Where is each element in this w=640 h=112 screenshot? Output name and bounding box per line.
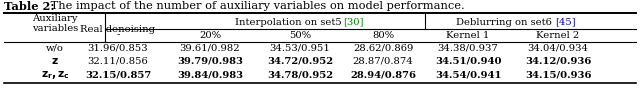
Text: 20%: 20% [199,30,221,40]
Text: Kernel 1: Kernel 1 [446,30,490,40]
Text: 28.62/0.869: 28.62/0.869 [353,43,413,53]
Text: Kernel 2: Kernel 2 [536,30,580,40]
Text: 80%: 80% [372,30,394,40]
Text: Real denoising: Real denoising [81,25,156,34]
Text: 34.04/0.934: 34.04/0.934 [527,43,589,53]
Text: 28.94/0.876: 28.94/0.876 [350,70,416,80]
Text: variables: variables [32,24,78,32]
Text: 32.15/0.857: 32.15/0.857 [85,70,151,80]
Text: 34.12/0.936: 34.12/0.936 [525,56,591,66]
Text: [45]: [45] [555,17,575,27]
Text: 34.51/0.940: 34.51/0.940 [435,56,501,66]
Text: 34.78/0.952: 34.78/0.952 [267,70,333,80]
Text: -: - [116,30,120,40]
Text: 39.61/0.982: 39.61/0.982 [180,43,240,53]
Text: [30]: [30] [344,17,364,27]
Text: Table 2:: Table 2: [4,0,54,12]
Text: 34.38/0.937: 34.38/0.937 [438,43,499,53]
Text: 34.15/0.936: 34.15/0.936 [525,70,591,80]
Text: 34.53/0.951: 34.53/0.951 [269,43,330,53]
Text: 28.87/0.874: 28.87/0.874 [353,56,413,66]
Text: $\mathbf{z_r, z_c}$: $\mathbf{z_r, z_c}$ [41,69,69,81]
Text: Interpolation on set5: Interpolation on set5 [235,17,344,27]
Text: 34.54/0.941: 34.54/0.941 [435,70,501,80]
Text: 32.11/0.856: 32.11/0.856 [88,56,148,66]
Text: $\mathbf{z}$: $\mathbf{z}$ [51,56,59,66]
Text: w/o: w/o [46,43,64,53]
Text: Deblurring on set6: Deblurring on set6 [456,17,554,27]
Text: Auxiliary: Auxiliary [32,14,77,23]
Text: 39.79/0.983: 39.79/0.983 [177,56,243,66]
Text: The impact of the number of auxiliary variables on model performance.: The impact of the number of auxiliary va… [47,1,465,11]
Text: 50%: 50% [289,30,311,40]
Text: 39.84/0.983: 39.84/0.983 [177,70,243,80]
Text: 34.72/0.952: 34.72/0.952 [267,56,333,66]
Text: 31.96/0.853: 31.96/0.853 [88,43,148,53]
